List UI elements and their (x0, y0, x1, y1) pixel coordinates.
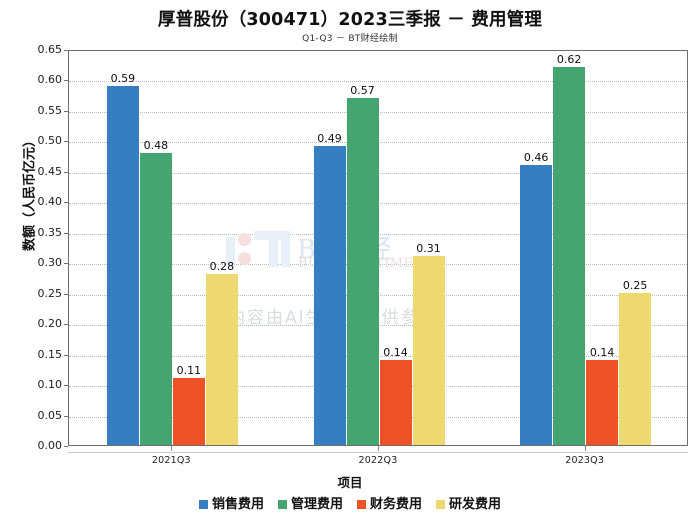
y-tick-label: 0.60 (37, 73, 63, 87)
bar-value-label: 0.14 (383, 345, 408, 359)
bar-value-label: 0.57 (350, 83, 375, 97)
legend-swatch-icon (357, 500, 366, 509)
y-tick-mark (64, 171, 68, 173)
x-tick-label: 2023Q3 (565, 455, 605, 466)
y-tick-label: 0.35 (37, 225, 63, 239)
y-tick-label: 0.00 (37, 439, 63, 452)
legend-label: 管理费用 (290, 497, 343, 512)
legend: 销售费用 管理费用 财务费用 研发费用 (0, 498, 700, 511)
chart-title: 厚普股份（300471）2023三季报 － 费用管理 (157, 10, 543, 30)
legend-swatch-icon (436, 500, 446, 509)
y-tick-mark (64, 354, 68, 356)
bar[interactable] (586, 359, 619, 445)
y-tick-label: 0.15 (37, 347, 63, 361)
y-tick-mark (64, 385, 68, 387)
bar-value-label: 0.14 (589, 345, 615, 359)
y-tick-label: 0.55 (37, 103, 63, 117)
bar-value-label: 0.49 (317, 132, 342, 146)
bar-value-label: 0.62 (556, 53, 582, 67)
legend-label: 财务费用 (370, 497, 423, 512)
bar-value-label: 0.31 (416, 242, 441, 256)
legend-item[interactable]: 销售费用 (198, 497, 264, 512)
bar-value-label: 0.46 (523, 150, 549, 164)
chart-subtitle: Q1-Q3 － BT财经绘制 (302, 34, 398, 44)
bar[interactable] (346, 97, 379, 445)
bar-value-label: 0.28 (209, 260, 235, 274)
y-tick-label: 0.65 (37, 43, 63, 56)
legend-swatch-icon (198, 500, 208, 509)
y-tick-mark (64, 263, 68, 265)
y-tick-mark (64, 232, 68, 234)
bar-value-label: 0.48 (143, 138, 169, 152)
bar[interactable] (520, 164, 553, 445)
legend-swatch-icon (277, 500, 287, 509)
bar[interactable] (139, 152, 172, 445)
x-tick-mark (378, 446, 379, 451)
y-tick-label: 0.40 (37, 195, 63, 209)
bar-value-label: 0.59 (110, 71, 136, 85)
y-tick-label: 0.45 (37, 164, 63, 178)
y-tick-label: 0.10 (37, 378, 63, 392)
x-axis-underline (68, 452, 688, 453)
bar-value-label: 0.11 (176, 363, 202, 377)
legend-label: 研发费用 (449, 497, 502, 512)
y-tick-mark (64, 415, 68, 417)
legend-item[interactable]: 研发费用 (436, 498, 501, 511)
bar[interactable] (205, 274, 238, 445)
y-tick-label: 0.20 (37, 317, 63, 331)
bar[interactable] (172, 378, 205, 445)
bar[interactable] (313, 146, 346, 445)
legend-item[interactable]: 管理费用 (277, 497, 343, 512)
x-axis-title: 项目 (337, 475, 363, 490)
y-tick-label: 0.30 (37, 256, 63, 270)
legend-item[interactable]: 财务费用 (357, 498, 422, 511)
bar[interactable] (553, 67, 586, 445)
y-tick-mark (64, 324, 68, 326)
x-tick-mark (584, 446, 586, 451)
legend-label: 销售费用 (211, 497, 264, 512)
y-tick-label: 0.05 (37, 408, 63, 422)
y-tick-mark (64, 446, 68, 447)
y-tick-label: 0.50 (37, 134, 63, 148)
y-tick-mark (64, 110, 68, 112)
bar[interactable] (412, 256, 445, 445)
plot-area: BT财经 BUSINESSTIMES 内容由AI生成，仅供参考 0.590.48… (68, 50, 688, 446)
bar[interactable] (619, 292, 652, 445)
bar-value-label: 0.25 (622, 278, 648, 292)
x-tick-mark (171, 446, 173, 451)
y-tick-mark (64, 50, 68, 51)
gridline (69, 81, 687, 83)
y-tick-mark (64, 202, 68, 204)
x-tick-label: 2022Q3 (358, 455, 398, 466)
y-tick-mark (64, 80, 68, 82)
y-tick-mark (64, 141, 68, 143)
x-tick-label: 2021Q3 (151, 455, 191, 466)
y-tick-label: 0.25 (37, 286, 63, 300)
bar[interactable] (379, 359, 412, 445)
y-tick-mark (64, 293, 68, 295)
bar[interactable] (106, 85, 139, 445)
